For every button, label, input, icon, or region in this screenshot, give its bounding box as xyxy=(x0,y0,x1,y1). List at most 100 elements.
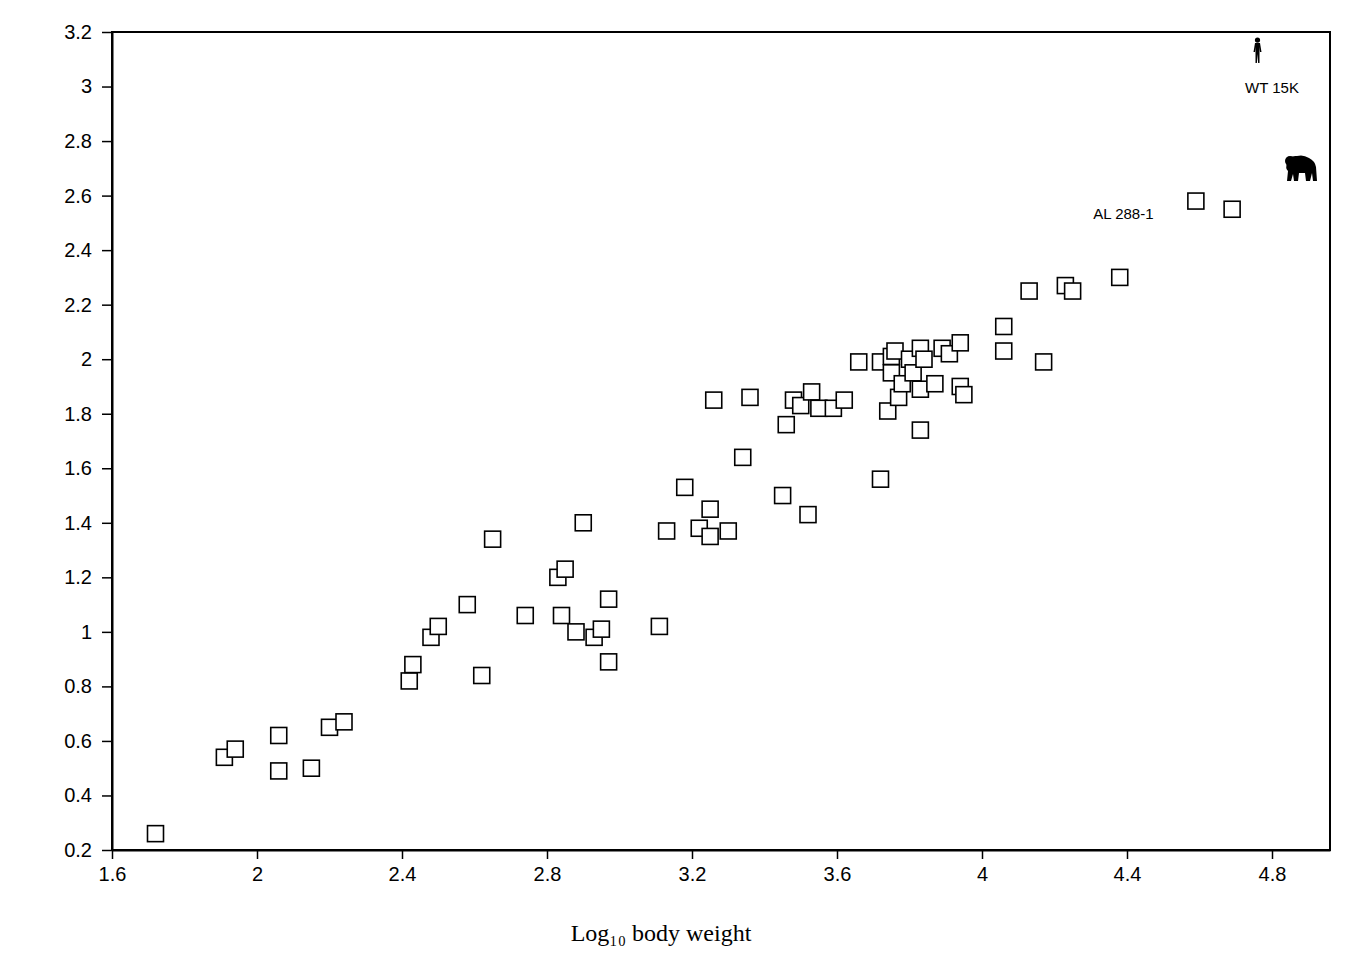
point xyxy=(702,501,718,517)
tick: 4 xyxy=(977,850,988,885)
tick-mark xyxy=(982,850,984,859)
tick-label: 3.2 xyxy=(64,21,92,43)
point xyxy=(996,318,1012,334)
series xyxy=(148,193,1241,842)
point xyxy=(575,515,591,531)
point xyxy=(927,376,943,392)
tick-mark xyxy=(102,359,112,361)
point xyxy=(1254,37,1262,63)
tick-mark xyxy=(102,86,112,88)
tick: 1 xyxy=(81,621,112,643)
tick-label: 2.4 xyxy=(64,239,92,261)
tick-mark xyxy=(692,850,694,859)
point xyxy=(148,826,164,842)
tick: 2 xyxy=(81,348,112,370)
point xyxy=(651,618,667,634)
tick-mark xyxy=(257,850,259,859)
tick-label: 0.6 xyxy=(64,730,92,752)
point xyxy=(430,618,446,634)
tick-label: 4.8 xyxy=(1259,863,1287,885)
tick-label: 1.6 xyxy=(99,863,127,885)
point xyxy=(271,727,287,743)
point xyxy=(322,719,338,735)
tick-label: 1 xyxy=(81,621,92,643)
point xyxy=(742,389,758,405)
point xyxy=(1021,283,1037,299)
tick-label: 3 xyxy=(81,75,92,97)
point xyxy=(887,343,903,359)
point xyxy=(996,343,1012,359)
point xyxy=(735,449,751,465)
tick-mark xyxy=(102,32,112,34)
point xyxy=(401,673,417,689)
tick-label: 1.6 xyxy=(64,457,92,479)
tick: 2.8 xyxy=(534,850,562,885)
tick: 2.4 xyxy=(389,850,417,885)
tick: 3.2 xyxy=(679,850,707,885)
tick: 2.6 xyxy=(64,185,112,207)
point xyxy=(601,591,617,607)
tick-mark xyxy=(547,850,549,859)
tick: 1.6 xyxy=(99,850,127,885)
plot: 1.622.42.83.23.644.44.80.20.40.60.811.21… xyxy=(64,21,1330,885)
point xyxy=(405,657,421,673)
point xyxy=(459,597,475,613)
tick: 1.2 xyxy=(64,566,112,588)
tick-mark xyxy=(102,523,112,525)
point-part xyxy=(1285,156,1295,166)
tick-mark xyxy=(102,304,112,306)
chart: 1.622.42.83.23.644.44.80.20.40.60.811.21… xyxy=(0,0,1364,955)
point xyxy=(601,654,617,670)
point xyxy=(836,392,852,408)
tick: 0.4 xyxy=(64,784,112,806)
point xyxy=(677,479,693,495)
point xyxy=(271,763,287,779)
tick: 4.8 xyxy=(1259,850,1287,885)
point-part xyxy=(1255,37,1260,42)
point-part xyxy=(1254,43,1262,63)
point xyxy=(474,667,490,683)
tick: 3 xyxy=(81,75,112,97)
point xyxy=(800,507,816,523)
tick-label: 3.2 xyxy=(679,863,707,885)
point xyxy=(659,523,675,539)
annotation: WT 15K xyxy=(1245,79,1299,96)
point xyxy=(775,488,791,504)
point xyxy=(557,561,573,577)
tick-label: 4 xyxy=(977,863,988,885)
tick-mark xyxy=(402,850,404,859)
tick-mark xyxy=(837,850,839,859)
tick: 2.4 xyxy=(64,239,112,261)
point xyxy=(952,335,968,351)
series xyxy=(1285,155,1317,181)
point xyxy=(303,760,319,776)
point xyxy=(517,608,533,624)
point xyxy=(1112,269,1128,285)
tick: 0.6 xyxy=(64,730,112,752)
tick-label: 2.6 xyxy=(64,185,92,207)
y-axis: 0.20.40.60.811.21.41.61.822.22.42.62.833… xyxy=(64,21,112,861)
tick-label: 0.4 xyxy=(64,784,92,806)
tick: 4.4 xyxy=(1114,850,1142,885)
plot-frame xyxy=(112,32,1330,850)
point xyxy=(1224,201,1240,217)
point xyxy=(702,528,718,544)
tick-mark xyxy=(1127,850,1129,859)
x-axis-title: Log₁₀ body weight xyxy=(571,920,752,946)
point xyxy=(485,531,501,547)
tick: 2.8 xyxy=(64,130,112,152)
tick: 3.6 xyxy=(824,850,852,885)
tick-label: 2.8 xyxy=(534,863,562,885)
tick-mark xyxy=(102,741,112,743)
tick: 2.2 xyxy=(64,294,112,316)
tick-mark xyxy=(102,413,112,415)
tick: 1.4 xyxy=(64,512,112,534)
point xyxy=(1285,155,1317,181)
point xyxy=(568,624,584,640)
tick: 1.6 xyxy=(64,457,112,479)
tick-mark xyxy=(102,195,112,197)
tick: 2 xyxy=(252,850,263,885)
point xyxy=(804,384,820,400)
tick-label: 0.8 xyxy=(64,675,92,697)
point xyxy=(1188,193,1204,209)
